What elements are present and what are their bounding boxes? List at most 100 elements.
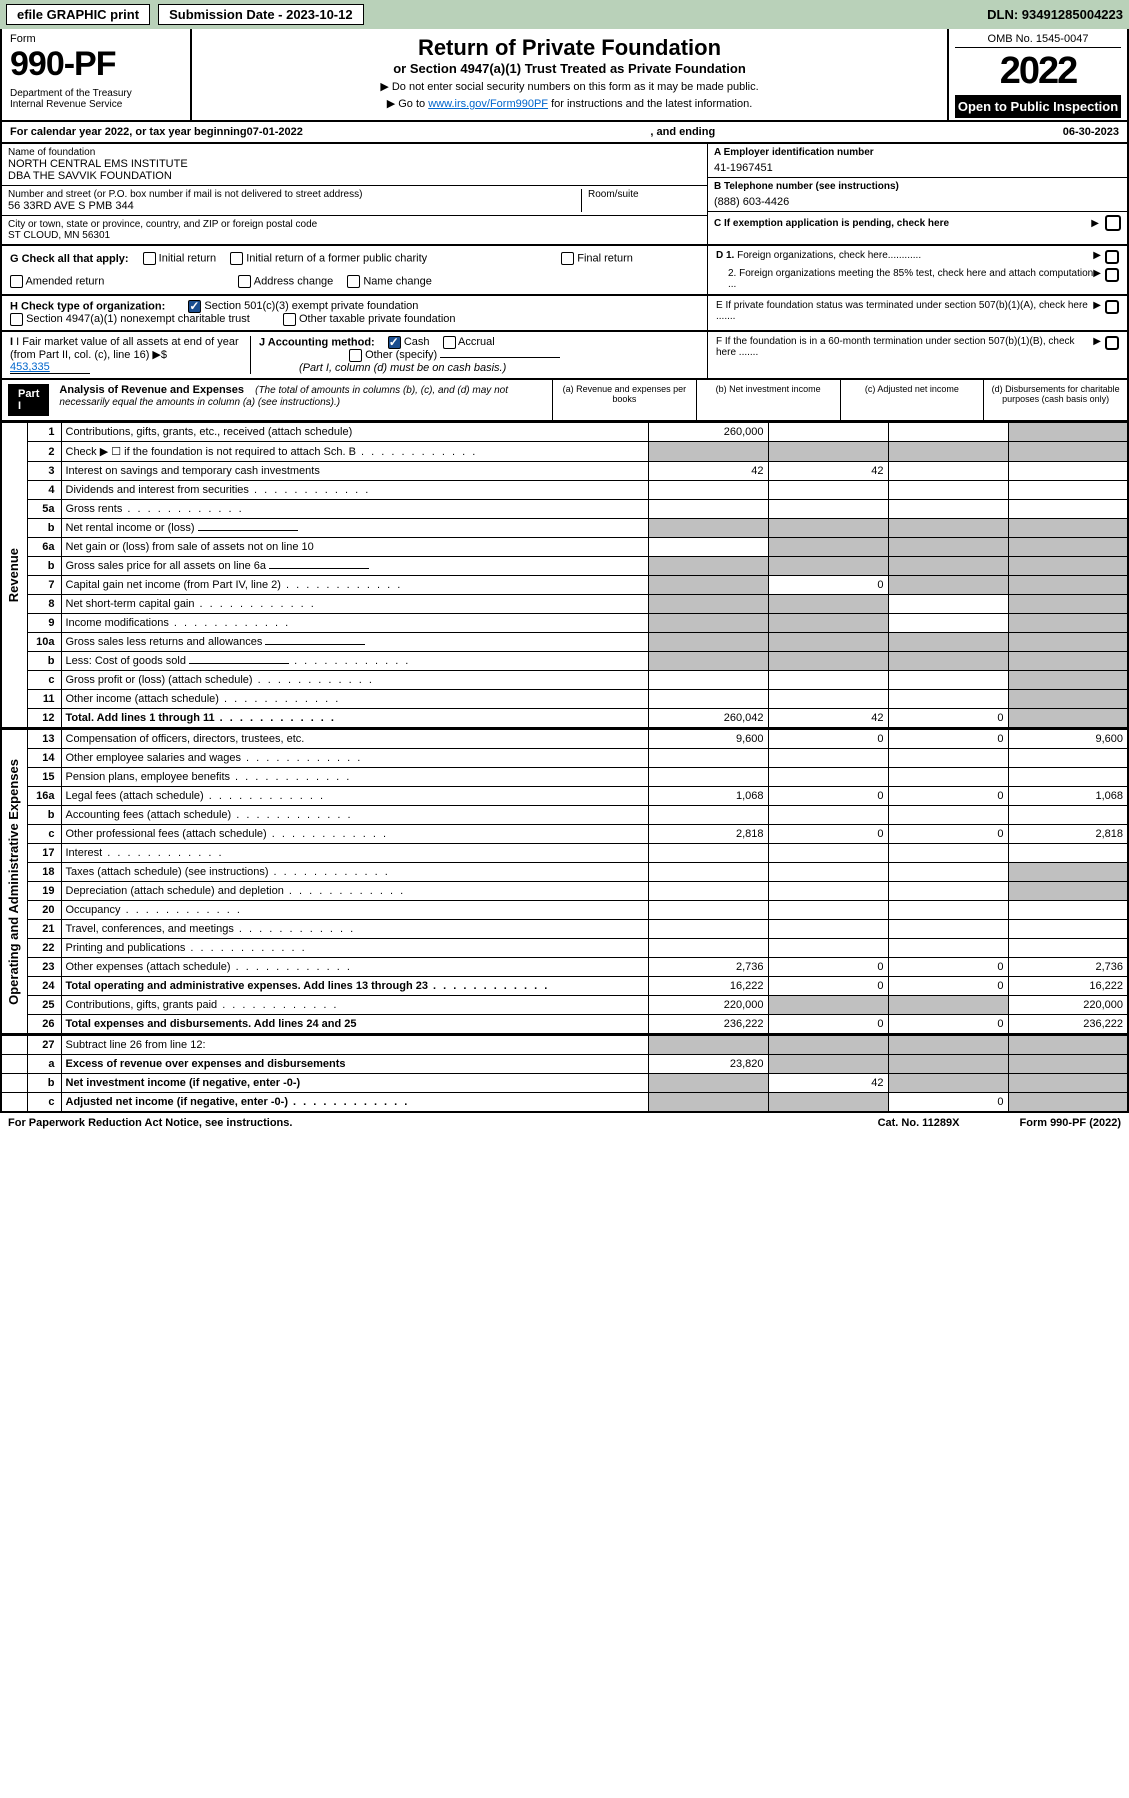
row-num: 27 [27,1036,61,1055]
table-cell [888,806,1008,825]
table-cell [648,500,768,519]
table-cell: 1,068 [648,787,768,806]
revenue-table: Revenue1Contributions, gifts, grants, et… [0,422,1129,729]
table-cell [888,633,1008,652]
row-label: Net investment income (if negative, ente… [61,1074,648,1093]
form-header: Form 990-PF Department of the Treasury I… [0,29,1129,122]
row-label: Capital gain net income (from Part IV, l… [61,576,648,595]
table-cell: 16,222 [648,977,768,996]
table-row: Revenue1Contributions, gifts, grants, et… [1,423,1128,442]
row-num: 3 [27,462,61,481]
section-e-cell: E If private foundation status was termi… [707,296,1127,330]
row-num: 12 [27,709,61,729]
fmv-link[interactable]: 453,335 [10,361,90,374]
row-num: 7 [27,576,61,595]
table-cell [648,690,768,709]
form-title: Return of Private Foundation [202,35,937,61]
table-row: 4Dividends and interest from securities [1,481,1128,500]
row-label: Accounting fees (attach schedule) [61,806,648,825]
table-cell: 0 [888,787,1008,806]
table-cell [768,996,888,1015]
table-cell: 0 [768,576,888,595]
table-cell: 16,222 [1008,977,1128,996]
table-row: 26Total expenses and disbursements. Add … [1,1015,1128,1035]
d1-checkbox[interactable] [1105,250,1119,264]
row-label: Pension plans, employee benefits [61,768,648,787]
table-cell: 0 [888,825,1008,844]
table-cell: 0 [888,1015,1008,1035]
info-block: Name of foundation NORTH CENTRAL EMS INS… [0,144,1129,246]
table-cell [888,652,1008,671]
row-label: Other professional fees (attach schedule… [61,825,648,844]
table-row: 16aLegal fees (attach schedule)1,068001,… [1,787,1128,806]
row-num: b [27,519,61,538]
f-checkbox[interactable] [1105,336,1119,350]
table-cell [1008,901,1128,920]
ein-value: 41-1967451 [714,162,1121,174]
phone-value: (888) 603-4426 [714,196,1121,208]
table-cell: 0 [888,977,1008,996]
amended-return-check[interactable] [10,275,23,288]
table-row: 9Income modifications [1,614,1128,633]
table-cell [888,671,1008,690]
d2-checkbox[interactable] [1105,268,1119,282]
form990pf-link[interactable]: www.irs.gov/Form990PF [428,98,548,110]
initial-former-check[interactable] [230,252,243,265]
accrual-check[interactable] [443,336,456,349]
row-label: Subtract line 26 from line 12: [61,1036,648,1055]
table-row: 19Depreciation (attach schedule) and dep… [1,882,1128,901]
row-num: 22 [27,939,61,958]
efile-button[interactable]: efile GRAPHIC print [6,4,150,25]
net-table: 27Subtract line 26 from line 12:aExcess … [0,1035,1129,1113]
submission-button[interactable]: Submission Date - 2023-10-12 [158,4,364,25]
table-cell [768,557,888,576]
row-num: 13 [27,730,61,749]
table-cell [648,1093,768,1113]
table-cell [648,882,768,901]
table-cell [1008,920,1128,939]
table-cell [768,939,888,958]
table-cell: 2,736 [648,958,768,977]
form-note-2: ▶ Go to www.irs.gov/Form990PF for instru… [202,97,937,110]
row-label: Gross sales less returns and allowances [61,633,648,652]
other-taxable-check[interactable] [283,313,296,326]
initial-return-check[interactable] [143,252,156,265]
table-cell [1008,481,1128,500]
table-row: 21Travel, conferences, and meetings [1,920,1128,939]
table-row: 14Other employee salaries and wages [1,749,1128,768]
e-checkbox[interactable] [1105,300,1119,314]
row-num: 17 [27,844,61,863]
address-change-check[interactable] [238,275,251,288]
row-label: Income modifications [61,614,648,633]
table-cell [768,481,888,500]
501c3-check[interactable] [188,300,201,313]
table-cell [648,1074,768,1093]
row-num: 25 [27,996,61,1015]
final-return-check[interactable] [561,252,574,265]
name-change-check[interactable] [347,275,360,288]
table-cell [768,538,888,557]
table-cell [648,749,768,768]
row-label: Depreciation (attach schedule) and deple… [61,882,648,901]
table-row: 25Contributions, gifts, grants paid220,0… [1,996,1128,1015]
table-cell [888,768,1008,787]
row-label: Check ▶ ☐ if the foundation is not requi… [61,442,648,462]
row-label: Net rental income or (loss) [61,519,648,538]
row-label: Gross rents [61,500,648,519]
omb-label: OMB No. 1545-0047 [955,31,1121,48]
exemption-checkbox[interactable] [1105,215,1121,231]
table-cell [768,690,888,709]
table-cell [888,614,1008,633]
other-method-check[interactable] [349,349,362,362]
table-cell: 42 [768,1074,888,1093]
row-label: Other expenses (attach schedule) [61,958,648,977]
4947-check[interactable] [10,313,23,326]
table-cell [1008,423,1128,442]
table-cell [768,519,888,538]
table-cell [648,481,768,500]
cash-check[interactable] [388,336,401,349]
table-cell [768,423,888,442]
table-cell [888,690,1008,709]
city-state-zip: ST CLOUD, MN 56301 [8,230,701,241]
table-cell [768,1055,888,1074]
